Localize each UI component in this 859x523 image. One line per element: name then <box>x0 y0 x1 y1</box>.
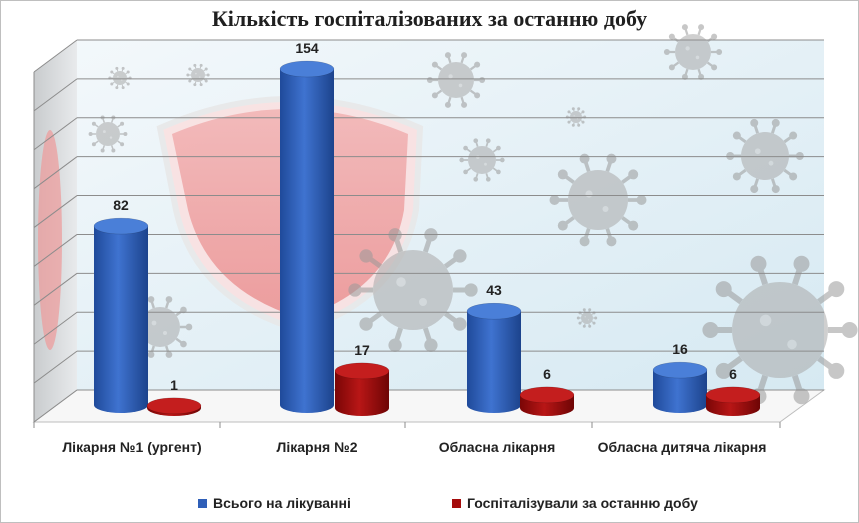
virus-icon <box>108 66 132 90</box>
bar <box>652 361 708 413</box>
legend-swatch-blue <box>198 498 207 508</box>
bar <box>146 397 202 416</box>
virus-icon <box>459 138 505 182</box>
bar <box>279 60 335 413</box>
virus-icon <box>549 153 647 247</box>
bar <box>93 217 149 413</box>
category-label-2: Лікарня №2 <box>276 439 358 455</box>
bar <box>466 302 522 413</box>
category-label-4: Обласна дитяча лікарня <box>597 439 767 455</box>
legend-item-total: Всього на лікуванні <box>198 495 351 511</box>
virus-icon <box>348 228 478 352</box>
data-label: 17 <box>354 342 370 358</box>
bar <box>705 386 761 416</box>
virus-icon <box>88 115 128 153</box>
virus-icon <box>426 52 486 108</box>
category-label-1: Лікарня №1 (ургент) <box>62 439 202 455</box>
data-label: 154 <box>295 40 319 56</box>
virus-icon <box>726 118 804 194</box>
virus-icon <box>127 296 193 358</box>
bar <box>334 362 390 416</box>
legend-item-admitted: Госпіталізували за останню добу <box>452 495 698 511</box>
data-label: 1 <box>170 377 178 393</box>
chart-title: Кількість госпіталізованих за останню до… <box>211 6 648 31</box>
data-label: 6 <box>729 366 737 382</box>
legend: Всього на лікуванні Госпіталізували за о… <box>0 495 859 515</box>
bar <box>519 386 575 416</box>
gridlines <box>33 39 824 428</box>
virus-icon <box>565 107 587 127</box>
shield-icon <box>38 130 62 350</box>
legend-label: Госпіталізували за останню добу <box>467 495 698 511</box>
data-label: 16 <box>672 341 688 357</box>
data-label: 6 <box>543 366 551 382</box>
virus-icon <box>702 255 858 405</box>
data-label: 82 <box>113 197 129 213</box>
virus-icon <box>663 24 723 80</box>
data-label: 43 <box>486 282 502 298</box>
legend-label: Всього на лікуванні <box>213 495 351 511</box>
legend-swatch-red <box>452 498 461 508</box>
category-label-3: Обласна лікарня <box>438 439 556 455</box>
